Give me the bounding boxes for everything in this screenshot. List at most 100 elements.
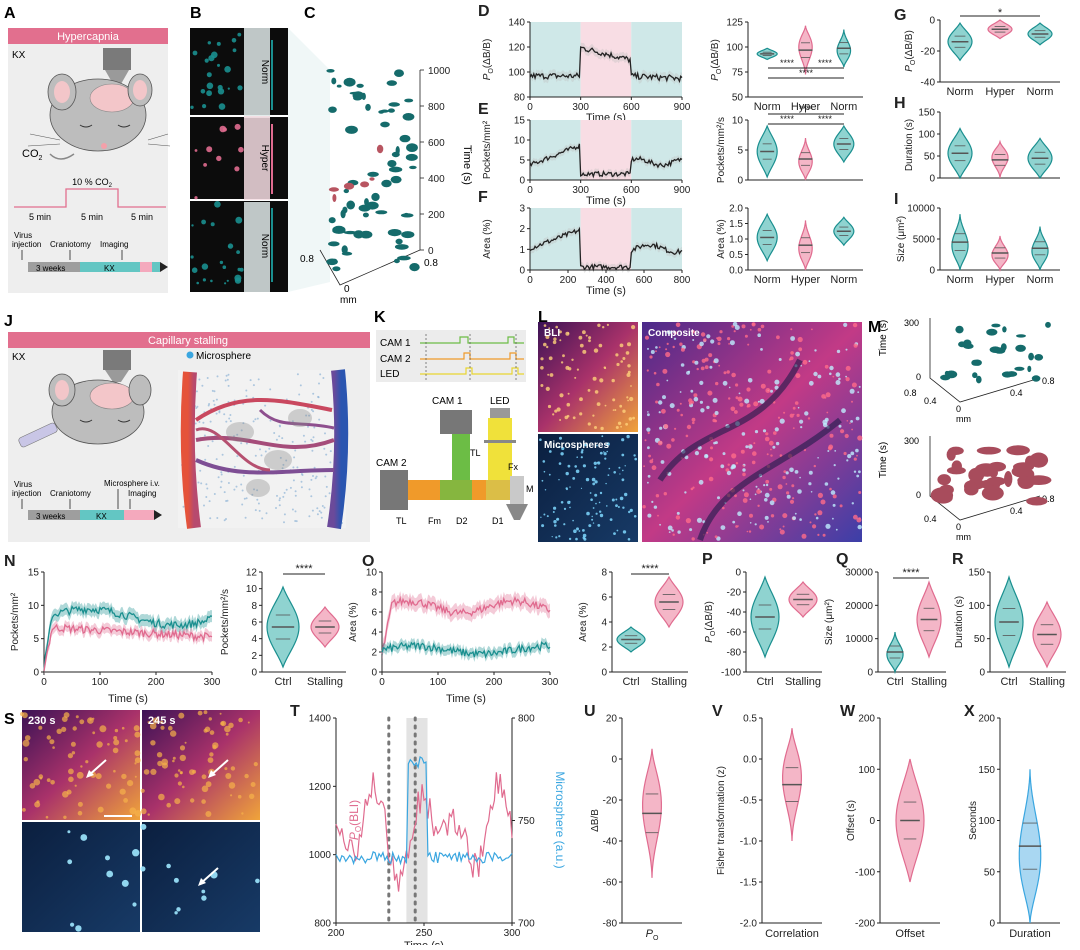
tick-label: 1000 xyxy=(309,850,332,861)
microsphere-dot xyxy=(302,434,305,437)
microsphere-dot xyxy=(323,447,326,450)
tick-label: 100 xyxy=(968,601,985,612)
speckle xyxy=(611,378,615,383)
speckle xyxy=(590,498,593,502)
microsphere-dot xyxy=(228,417,231,420)
speckle xyxy=(763,484,766,487)
speckle xyxy=(792,516,796,520)
speckle xyxy=(625,351,630,355)
tick-label: 0 xyxy=(519,176,525,187)
microsphere-dot xyxy=(324,495,327,498)
speckle xyxy=(845,365,851,371)
speckle xyxy=(851,428,853,431)
pocket-blob xyxy=(404,98,414,103)
speckle xyxy=(615,504,618,507)
speckle xyxy=(542,460,546,463)
speckle xyxy=(582,529,585,532)
pocket-blob xyxy=(971,359,979,366)
microsphere-dot xyxy=(241,489,244,492)
speckle xyxy=(617,421,622,425)
speckle xyxy=(675,322,681,328)
mean-trace xyxy=(529,226,683,272)
pocket-dot xyxy=(190,255,194,259)
speckle xyxy=(124,739,128,743)
speckle xyxy=(540,384,544,387)
speckle xyxy=(704,365,709,370)
sig-label: **** xyxy=(780,114,795,124)
speckle xyxy=(723,371,727,375)
speckle xyxy=(676,408,680,412)
microsphere-dot xyxy=(278,424,281,427)
tick-label: 5000 xyxy=(913,235,936,246)
microsphere-dot xyxy=(283,491,286,494)
category-label: Hyper xyxy=(791,101,821,113)
panel-letter: M xyxy=(868,319,881,336)
tick-label: 250 xyxy=(416,928,433,939)
microsphere-dot xyxy=(323,506,326,509)
speckle xyxy=(208,717,212,721)
microsphere-image xyxy=(538,434,638,542)
category-label: Ctrl xyxy=(756,676,773,688)
speckle xyxy=(718,364,721,367)
image-label: BLI xyxy=(544,328,560,339)
tick-label: 100 xyxy=(430,677,447,688)
microsphere-dot xyxy=(305,414,308,417)
axes-3d-top xyxy=(929,318,1041,403)
speckle xyxy=(201,895,207,901)
tick-label: 750 xyxy=(518,816,535,827)
speckle xyxy=(178,712,185,719)
microsphere-dot xyxy=(318,382,320,385)
trigger-label: CAM 2 xyxy=(380,354,411,365)
speckle xyxy=(559,419,562,421)
category-label: Stalling xyxy=(651,676,687,688)
speckle xyxy=(797,406,800,409)
norm-shade xyxy=(631,22,682,97)
microsphere-dot xyxy=(220,471,223,474)
speckle xyxy=(803,448,807,452)
speckle xyxy=(786,491,790,495)
speckle xyxy=(799,419,804,424)
axis-unit: mm xyxy=(956,532,971,542)
speckle xyxy=(23,757,28,762)
microsphere-dot xyxy=(229,420,232,423)
speckle xyxy=(565,365,570,370)
duration-label: 5 min xyxy=(29,212,51,222)
pocket-blob xyxy=(1006,445,1030,456)
fx-filter xyxy=(484,440,516,443)
speckle xyxy=(613,471,616,474)
speckle xyxy=(80,834,88,841)
speckle xyxy=(132,849,140,857)
tick-label: 800 xyxy=(428,102,445,113)
trigger-label: CAM 1 xyxy=(380,338,411,349)
microsphere-dot xyxy=(227,373,230,376)
speckle xyxy=(707,390,713,396)
speckle xyxy=(184,741,187,744)
speckle xyxy=(75,925,82,932)
speckle xyxy=(174,798,181,805)
speckle xyxy=(857,524,862,530)
speckle xyxy=(616,362,620,367)
y-axis-label: PO(ΔB/B) xyxy=(904,30,917,72)
tick-label: 20 xyxy=(606,714,618,725)
category-label: Stalling xyxy=(1029,676,1065,688)
speckle xyxy=(584,443,587,447)
speckle xyxy=(762,429,767,433)
microsphere-dot xyxy=(312,410,315,413)
microsphere-dot xyxy=(324,475,327,478)
speckle xyxy=(201,889,206,894)
speckle xyxy=(606,442,610,446)
speckle xyxy=(688,401,692,405)
speckle xyxy=(751,322,756,327)
tick-label: 200 xyxy=(560,275,577,286)
panel-letter: B xyxy=(190,5,202,22)
speckle xyxy=(708,353,713,358)
speckle xyxy=(224,767,228,771)
tick-label: 10 xyxy=(28,601,40,612)
microsphere-dot xyxy=(294,510,297,513)
microsphere-dot xyxy=(264,404,267,407)
speckle xyxy=(690,389,694,393)
tick-label: 12 xyxy=(246,568,258,579)
speckle xyxy=(545,386,550,391)
pocket-blob xyxy=(937,474,951,486)
pocket-blob xyxy=(981,485,1004,501)
